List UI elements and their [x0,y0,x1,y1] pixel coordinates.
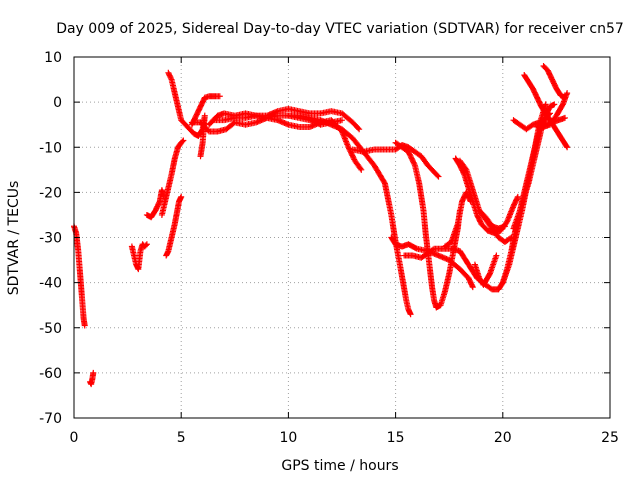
x-tick-label: 20 [494,430,512,446]
y-tick-label: 10 [44,50,62,66]
axis-ticks: 0 5 10 15 20 25 -70 -60 -50 -40 -30 -20 -10 0 10 [39,50,619,446]
series-markers [210,112,365,173]
y-tick-label: 0 [53,95,62,111]
x-tick-label: 0 [70,430,79,446]
data-points [71,63,571,388]
series-markers [165,69,208,160]
x-tick-label: 15 [387,430,405,446]
y-tick-label: -50 [39,321,62,337]
x-axis-label: GPS time / hours [281,458,398,474]
series-markers [163,193,185,259]
series-markers [349,141,442,180]
series-s11 [210,112,365,173]
series-s20 [476,207,508,232]
y-tick-label: -40 [39,276,62,292]
y-tick-label: -70 [39,411,62,427]
series-s24 [521,72,571,151]
series-markers [158,137,187,218]
series-s17 [441,189,474,250]
y-tick-label: -20 [39,185,62,201]
series-s19 [456,157,515,246]
series-markers [456,157,515,246]
series-markers [476,207,508,232]
series-markers [87,369,97,388]
series-s7 [165,69,208,160]
series-markers [441,189,474,250]
y-tick-label: -30 [39,231,62,247]
x-tick-label: 25 [601,430,619,446]
series-s4 [143,187,168,221]
series-markers [128,241,150,273]
chart-title: Day 009 of 2025, Sidereal Day-to-day VTE… [56,21,624,37]
x-tick-label: 10 [279,430,297,446]
y-tick-label: -60 [39,366,62,382]
series-s21 [471,252,500,288]
series-s27 [534,90,571,130]
series-markers [143,187,168,221]
series-s14 [392,139,463,311]
series-s6 [158,137,187,218]
series-markers [521,72,571,151]
series-markers [540,63,568,101]
series-s5 [163,193,185,259]
series-markers [471,252,500,288]
y-axis-label: SDTVAR / TECUs [6,181,22,296]
series-s13 [349,141,442,180]
y-tick-label: -10 [39,140,62,156]
series-markers [534,90,571,130]
series-markers [392,139,463,311]
series-s25 [540,63,568,101]
x-tick-label: 5 [177,430,186,446]
series-s3 [128,241,150,273]
series-s2 [87,369,97,388]
